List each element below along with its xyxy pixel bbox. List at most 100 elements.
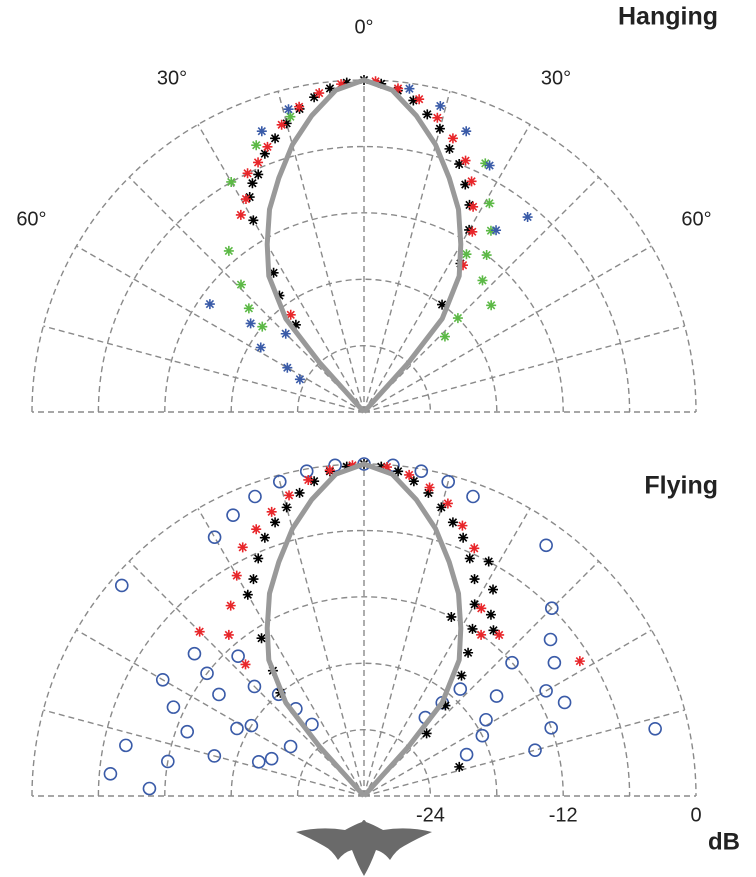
- asterisk-marker: [262, 141, 273, 152]
- circle-marker: [230, 721, 244, 736]
- asterisk-marker: [404, 83, 415, 94]
- asterisk-marker: [284, 490, 295, 501]
- asterisk-marker: [422, 109, 433, 120]
- circle-marker: [187, 646, 202, 661]
- asterisk-marker: [491, 225, 502, 236]
- asterisk-marker: [468, 201, 479, 212]
- circle-marker: [114, 578, 129, 593]
- asterisk-marker: [488, 625, 499, 636]
- angle-tick-label: 30°: [157, 68, 187, 90]
- asterisk-marker: [444, 143, 455, 154]
- asterisk-marker: [281, 118, 292, 129]
- circle-marker: [539, 538, 553, 553]
- asterisk-marker: [382, 462, 393, 473]
- asterisk-marker: [282, 362, 293, 373]
- grid-ring: [97, 529, 631, 797]
- asterisk-marker: [467, 226, 478, 237]
- circle-marker: [489, 689, 504, 703]
- asterisk-marker: [460, 155, 471, 166]
- circle-marker: [264, 751, 279, 766]
- asterisk-marker: [447, 133, 458, 144]
- grid-spoke: [76, 629, 365, 797]
- asterisk-marker: [309, 92, 320, 103]
- asterisk-marker: [237, 542, 248, 553]
- polar-chart: 60° 30° 0° 30° 60° Hanging: [16, 3, 718, 414]
- asterisk-marker: [285, 309, 296, 320]
- grid-ring: [296, 728, 432, 797]
- asterisk-marker: [259, 532, 270, 543]
- circle-marker: [244, 718, 259, 733]
- asterisk-marker: [408, 476, 419, 487]
- asterisk-marker: [494, 629, 505, 640]
- asterisk-marker: [240, 194, 251, 205]
- asterisk-marker: [421, 728, 432, 739]
- circle-marker: [161, 754, 175, 769]
- asterisk-marker: [458, 260, 469, 271]
- asterisk-marker: [485, 225, 496, 236]
- grid-ring: [164, 596, 564, 797]
- asterisk-marker: [469, 543, 480, 554]
- circle-marker: [475, 728, 490, 743]
- asterisk-marker: [467, 623, 478, 634]
- asterisk-marker: [285, 111, 296, 122]
- angle-tick-label: 30°: [541, 68, 571, 90]
- asterisk-marker: [442, 498, 453, 509]
- chart-title: Hanging: [618, 3, 718, 31]
- asterisk-marker: [270, 517, 281, 528]
- asterisk-marker: [276, 119, 287, 130]
- asterisk-marker: [347, 460, 358, 471]
- asterisk-marker: [242, 168, 253, 179]
- circle-marker: [545, 601, 559, 615]
- asterisk-marker: [456, 670, 467, 681]
- asterisk-marker: [245, 318, 256, 329]
- asterisk-marker: [454, 761, 465, 772]
- grid-spoke: [128, 560, 365, 797]
- asterisk-marker: [574, 656, 585, 667]
- bat-silhouette: [296, 820, 432, 876]
- asterisk-marker: [488, 584, 499, 595]
- circle-marker: [305, 717, 319, 732]
- asterisk-marker: [393, 466, 404, 477]
- asterisk-marker: [253, 157, 264, 168]
- asterisk-marker: [248, 215, 259, 226]
- asterisk-marker: [341, 77, 352, 88]
- asterisk-marker: [243, 303, 254, 314]
- asterisk-marker: [414, 94, 425, 105]
- asterisk-marker: [447, 517, 458, 528]
- circle-marker: [251, 755, 266, 769]
- asterisk-marker: [452, 313, 463, 324]
- grid-spoke: [363, 124, 531, 413]
- circle-marker: [479, 712, 493, 727]
- grid-spoke: [363, 709, 685, 797]
- circle-marker: [539, 684, 553, 698]
- circle-marker: [466, 489, 480, 504]
- grid-spoke: [363, 475, 451, 797]
- asterisk-marker: [466, 176, 477, 187]
- asterisk-marker: [235, 209, 246, 220]
- grid-ring: [230, 662, 498, 797]
- asterisk-marker: [341, 461, 352, 472]
- asterisk-marker: [253, 169, 264, 180]
- asterisk-marker: [194, 626, 205, 637]
- asterisk-marker: [458, 532, 469, 543]
- asterisk-marker: [204, 299, 215, 310]
- angle-tick-label: 60°: [16, 208, 46, 230]
- asterisk-marker: [408, 95, 419, 106]
- beam-curve: [264, 461, 464, 798]
- circle-marker: [648, 721, 662, 736]
- circle-marker: [459, 747, 474, 762]
- asterisk-marker: [247, 178, 258, 189]
- asterisk-marker: [251, 140, 262, 151]
- asterisk-marker: [435, 100, 446, 111]
- asterisk-marker: [446, 611, 457, 622]
- circle-marker: [247, 679, 262, 694]
- asterisk-marker: [336, 79, 347, 90]
- grid-spoke: [363, 508, 531, 797]
- asterisk-marker: [469, 574, 480, 585]
- asterisk-marker: [268, 267, 279, 278]
- grid-spoke: [197, 124, 365, 413]
- asterisk-marker: [231, 570, 242, 581]
- asterisk-marker: [461, 126, 472, 137]
- asterisk-marker: [309, 476, 320, 487]
